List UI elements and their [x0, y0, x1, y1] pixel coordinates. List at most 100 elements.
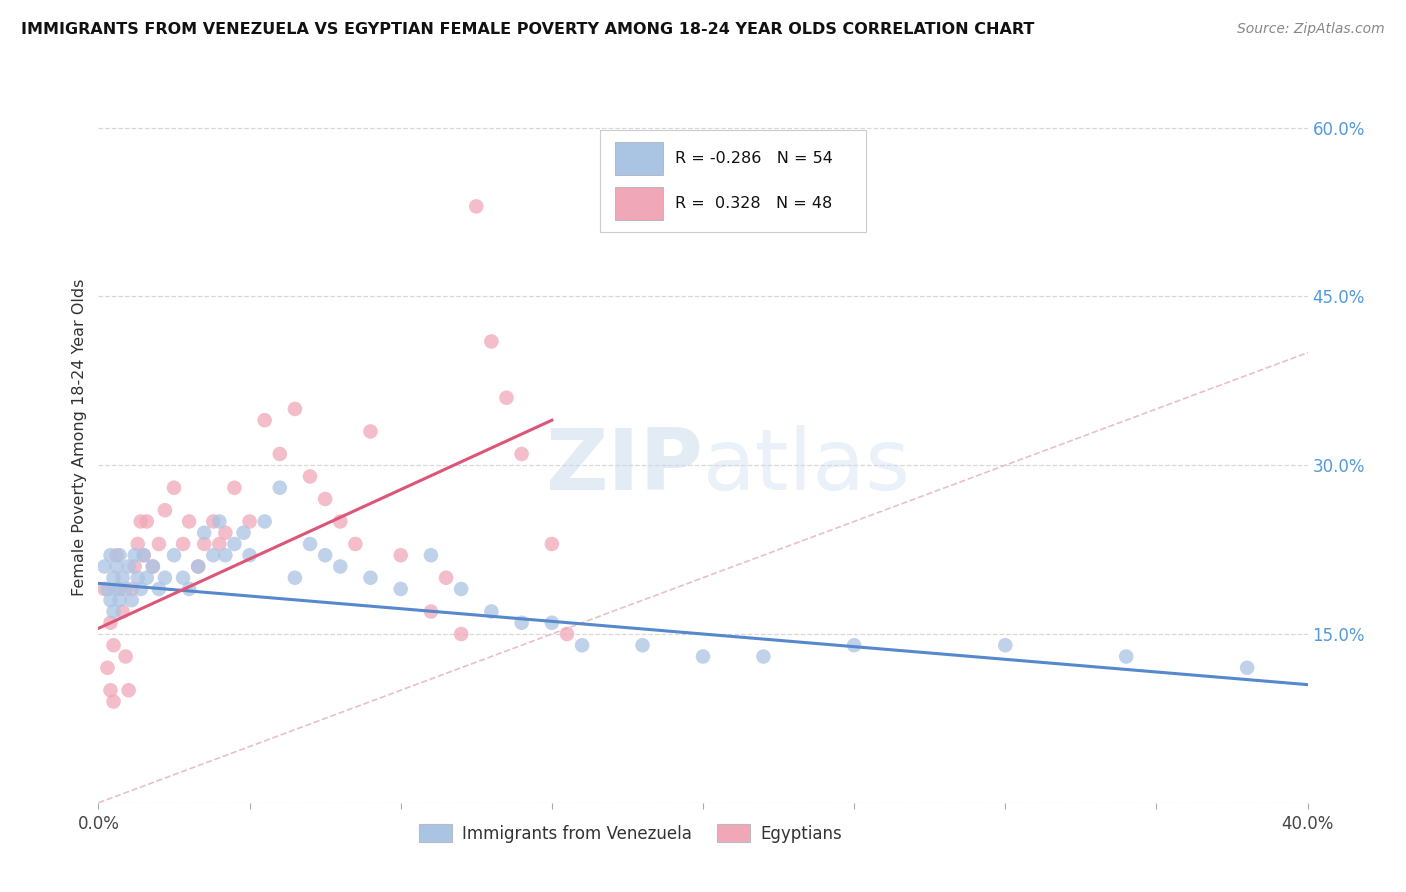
- Point: [111, 571, 134, 585]
- Point: [692, 649, 714, 664]
- Point: [481, 605, 503, 619]
- Point: [208, 515, 231, 529]
- Point: [540, 537, 562, 551]
- Point: [269, 447, 291, 461]
- Point: [344, 537, 367, 551]
- Point: [389, 548, 412, 562]
- Point: [253, 515, 276, 529]
- Point: [540, 615, 562, 630]
- Point: [172, 537, 194, 551]
- Point: [495, 391, 517, 405]
- Point: [420, 548, 443, 562]
- Point: [253, 413, 276, 427]
- Point: [284, 401, 307, 416]
- Point: [329, 515, 352, 529]
- Point: [118, 559, 141, 574]
- Point: [163, 548, 186, 562]
- Point: [100, 548, 122, 562]
- Point: [214, 548, 236, 562]
- Point: [142, 559, 165, 574]
- Point: [142, 559, 165, 574]
- Point: [105, 559, 128, 574]
- Point: [179, 515, 201, 529]
- Point: [96, 582, 118, 596]
- Text: Source: ZipAtlas.com: Source: ZipAtlas.com: [1237, 22, 1385, 37]
- Point: [124, 548, 146, 562]
- Point: [179, 582, 201, 596]
- Point: [108, 548, 131, 562]
- Point: [360, 571, 382, 585]
- Point: [329, 559, 352, 574]
- Point: [299, 469, 322, 483]
- Text: atlas: atlas: [703, 425, 911, 508]
- Point: [389, 582, 412, 596]
- Point: [202, 548, 225, 562]
- Point: [434, 571, 457, 585]
- Point: [118, 683, 141, 698]
- Point: [299, 537, 322, 551]
- Point: [108, 593, 131, 607]
- Point: [239, 548, 262, 562]
- Point: [510, 447, 533, 461]
- Point: [193, 537, 215, 551]
- Point: [631, 638, 654, 652]
- Point: [100, 683, 122, 698]
- Point: [135, 515, 157, 529]
- Point: [103, 694, 125, 708]
- Point: [208, 537, 231, 551]
- Point: [994, 638, 1017, 652]
- Point: [121, 582, 143, 596]
- Point: [96, 661, 118, 675]
- Point: [135, 571, 157, 585]
- Point: [148, 537, 170, 551]
- Text: R =  0.328   N = 48: R = 0.328 N = 48: [675, 196, 832, 211]
- Point: [284, 571, 307, 585]
- Text: ZIP: ZIP: [546, 425, 703, 508]
- Point: [100, 615, 122, 630]
- Point: [103, 638, 125, 652]
- Point: [153, 571, 176, 585]
- Point: [465, 199, 488, 213]
- Point: [103, 605, 125, 619]
- Point: [103, 571, 125, 585]
- Point: [100, 593, 122, 607]
- Point: [148, 582, 170, 596]
- Point: [420, 605, 443, 619]
- Point: [1115, 649, 1137, 664]
- Text: R = -0.286   N = 54: R = -0.286 N = 54: [675, 151, 834, 166]
- Point: [481, 334, 503, 349]
- Point: [105, 582, 128, 596]
- Point: [108, 582, 131, 596]
- FancyBboxPatch shape: [600, 130, 866, 232]
- Point: [132, 548, 155, 562]
- Point: [132, 548, 155, 562]
- Point: [555, 627, 578, 641]
- Point: [269, 481, 291, 495]
- Y-axis label: Female Poverty Among 18-24 Year Olds: Female Poverty Among 18-24 Year Olds: [72, 278, 87, 596]
- Point: [360, 425, 382, 439]
- Point: [510, 615, 533, 630]
- FancyBboxPatch shape: [614, 187, 664, 220]
- Point: [571, 638, 593, 652]
- Point: [105, 548, 128, 562]
- Point: [114, 582, 136, 596]
- Point: [93, 582, 115, 596]
- Point: [172, 571, 194, 585]
- Point: [129, 515, 152, 529]
- Point: [844, 638, 866, 652]
- Point: [214, 525, 236, 540]
- Point: [193, 525, 215, 540]
- Point: [224, 537, 246, 551]
- Text: IMMIGRANTS FROM VENEZUELA VS EGYPTIAN FEMALE POVERTY AMONG 18-24 YEAR OLDS CORRE: IMMIGRANTS FROM VENEZUELA VS EGYPTIAN FE…: [21, 22, 1035, 37]
- Point: [202, 515, 225, 529]
- Point: [239, 515, 262, 529]
- Point: [314, 491, 336, 506]
- Point: [450, 582, 472, 596]
- Point: [124, 559, 146, 574]
- Point: [121, 593, 143, 607]
- Legend: Immigrants from Venezuela, Egyptians: Immigrants from Venezuela, Egyptians: [412, 818, 849, 849]
- Point: [450, 627, 472, 641]
- FancyBboxPatch shape: [614, 142, 664, 175]
- Point: [187, 559, 209, 574]
- Point: [127, 537, 149, 551]
